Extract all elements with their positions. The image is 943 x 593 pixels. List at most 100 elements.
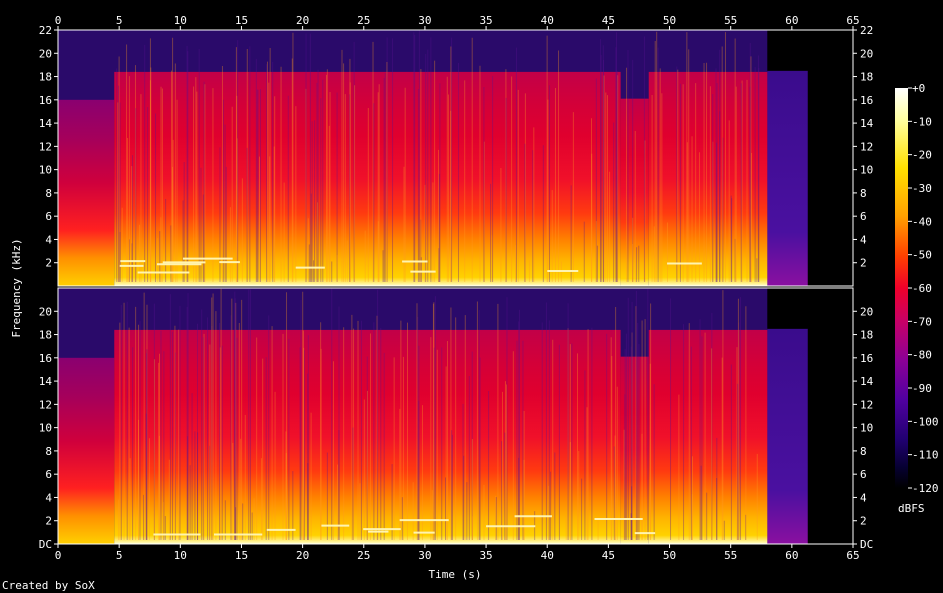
x-tick-label: 35 <box>479 549 492 562</box>
spectrum-segment <box>767 70 808 287</box>
colorbar-tick-label: -30 <box>912 182 932 195</box>
y-tick-label: 4 <box>860 491 867 504</box>
spectrum-segment <box>58 99 115 287</box>
x-tick-label: 5 <box>116 14 123 27</box>
y-tick-label: DC <box>39 538 52 551</box>
x-tick-label: 30 <box>418 549 431 562</box>
x-tick-label: 50 <box>663 14 676 27</box>
x-tick-label: 65 <box>846 549 859 562</box>
y-tick-label: 22 <box>860 24 873 37</box>
x-tick-label: 55 <box>724 14 737 27</box>
y-tick-label: 6 <box>860 468 867 481</box>
y-tick-label: 18 <box>860 329 873 342</box>
y-tick-label: 14 <box>860 375 874 388</box>
y-tick-label: 12 <box>39 398 52 411</box>
y-tick-label: 4 <box>860 233 867 246</box>
colorbar: +0 -10 -20 -30 -40 -50 -60 -70 -80 -90 -100 -110 -12… <box>895 82 939 515</box>
y-tick-label: 18 <box>39 329 52 342</box>
colorbar-tick-label: -20 <box>912 149 932 162</box>
plot-frame <box>57 29 854 287</box>
x-tick-label: 20 <box>296 14 309 27</box>
colorbar-tick-label: -80 <box>912 349 932 362</box>
y-tick-label: 10 <box>860 164 873 177</box>
x-tick-label: 0 <box>55 14 62 27</box>
spectrum-segment <box>58 357 115 544</box>
y-axis-label: Frequency (kHz) <box>10 238 23 337</box>
x-tick-label: 15 <box>235 14 248 27</box>
y-tick-label: 14 <box>39 117 53 130</box>
colorbar-tick-label: -40 <box>912 215 932 228</box>
y-tick-label: 12 <box>860 140 873 153</box>
y-tick-label: 2 <box>860 515 867 528</box>
y-tick-label: 18 <box>860 71 873 84</box>
y-tick-label: 2 <box>45 257 52 270</box>
x-tick-label: 60 <box>785 549 798 562</box>
y-tick-label: 4 <box>45 491 52 504</box>
spectrum-segment <box>648 71 768 287</box>
y-tick-label: 10 <box>860 422 873 435</box>
colorbar-gradient <box>895 88 908 488</box>
y-tick-label: 8 <box>45 445 52 458</box>
colorbar-tick-label: -100 <box>912 415 939 428</box>
spectrum-segment <box>648 329 768 544</box>
y-tick-label: 16 <box>860 352 873 365</box>
spectrogram-channel-bottom <box>57 287 854 545</box>
y-tick-label: 18 <box>39 71 52 84</box>
y-tick-label: 8 <box>45 187 52 200</box>
x-tick-label: 15 <box>235 549 248 562</box>
y-tick-label: 22 <box>39 24 52 37</box>
x-tick-label: 10 <box>174 549 187 562</box>
y-tick-label: 6 <box>45 468 52 481</box>
y-tick-label: 14 <box>860 117 874 130</box>
y-tick-label: 10 <box>39 422 52 435</box>
y-tick-label: 12 <box>39 140 52 153</box>
x-tick-label: 25 <box>357 549 370 562</box>
y-tick-label: 20 <box>39 47 52 60</box>
x-tick-label: 10 <box>174 14 187 27</box>
colorbar-tick-label: -60 <box>912 282 932 295</box>
x-tick-label: 0 <box>55 549 62 562</box>
plot-frame <box>57 287 854 545</box>
spectrum-segment <box>114 329 621 544</box>
x-tick-label: 65 <box>846 14 859 27</box>
y-tick-label: 14 <box>39 375 53 388</box>
colorbar-tick-label: -120 <box>912 482 939 495</box>
x-tick-label: 5 <box>116 549 123 562</box>
spectrogram-plots <box>57 29 854 545</box>
x-tick-label: 40 <box>541 14 554 27</box>
x-tick-label: 30 <box>418 14 431 27</box>
colorbar-tick-label: -90 <box>912 382 932 395</box>
y-tick-label: 8 <box>860 187 867 200</box>
y-tick-label: 12 <box>860 398 873 411</box>
x-tick-label: 60 <box>785 14 798 27</box>
colorbar-ticks: +0 -10 -20 -30 -40 -50 -60 -70 -80 -90 -100 -110 -12… <box>908 82 939 495</box>
y-tick-label: 20 <box>860 47 873 60</box>
x-tick-label: 55 <box>724 549 737 562</box>
y-tick-label: 16 <box>860 94 873 107</box>
y-tick-label: 6 <box>45 210 52 223</box>
y-tick-label: 2 <box>860 257 867 270</box>
colorbar-tick-label: -110 <box>912 449 939 462</box>
colorbar-label: dBFS <box>898 502 925 515</box>
spectrum-segment <box>767 328 808 544</box>
colorbar-tick-label: +0 <box>912 82 925 95</box>
colorbar-tick-label: -50 <box>912 249 932 262</box>
y-tick-label: DC <box>860 538 873 551</box>
tail-silence <box>767 288 808 329</box>
x-tick-label: 40 <box>541 549 554 562</box>
x-axis-label: Time (s) <box>429 568 482 581</box>
y-tick-label: 6 <box>860 210 867 223</box>
y-tick-label: 4 <box>45 233 52 246</box>
x-tick-label: 50 <box>663 549 676 562</box>
spectrogram-channel-top <box>57 29 854 287</box>
x-tick-label: 35 <box>479 14 492 27</box>
y-tick-label: 10 <box>39 164 52 177</box>
y-tick-label: 16 <box>39 352 52 365</box>
spectrum-segment <box>114 71 621 287</box>
y-tick-label: 2 <box>45 515 52 528</box>
tail-silence <box>767 30 808 71</box>
spectrum-segment <box>620 98 649 287</box>
spectrum-segment <box>620 356 649 544</box>
